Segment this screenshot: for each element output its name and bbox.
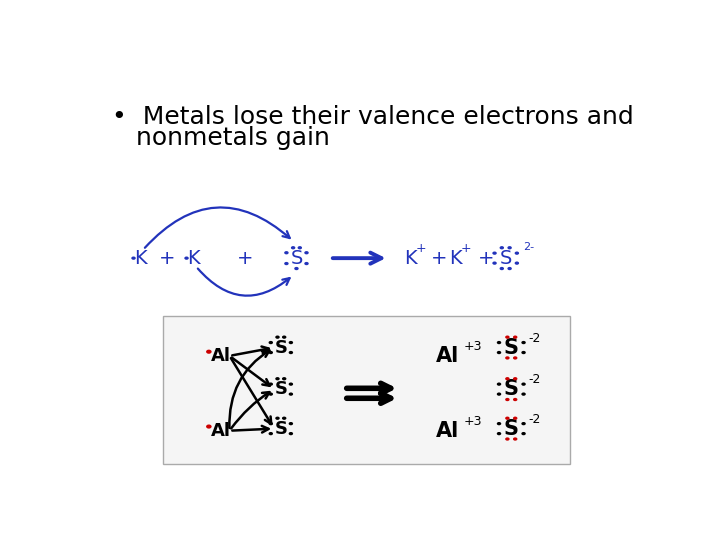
Circle shape <box>497 422 501 426</box>
Circle shape <box>275 335 280 339</box>
Text: +: + <box>415 242 426 255</box>
Circle shape <box>521 351 526 354</box>
FancyArrowPatch shape <box>198 268 289 296</box>
Circle shape <box>305 262 309 265</box>
Circle shape <box>513 335 518 339</box>
Text: +: + <box>431 248 447 268</box>
Circle shape <box>284 251 289 254</box>
Text: K: K <box>449 248 462 268</box>
Circle shape <box>513 398 518 401</box>
Circle shape <box>294 267 299 270</box>
Text: •  Metals lose their valence electrons and: • Metals lose their valence electrons an… <box>112 105 634 129</box>
Circle shape <box>497 341 501 344</box>
Circle shape <box>282 335 287 339</box>
Text: S: S <box>274 420 287 437</box>
Text: S: S <box>500 248 512 268</box>
Circle shape <box>297 246 302 249</box>
Circle shape <box>289 422 293 426</box>
Circle shape <box>515 261 519 265</box>
Circle shape <box>289 341 293 344</box>
Text: -2: -2 <box>528 413 541 426</box>
Circle shape <box>291 246 295 249</box>
Circle shape <box>508 246 512 249</box>
Text: K: K <box>134 248 147 268</box>
Circle shape <box>505 377 510 380</box>
Circle shape <box>505 398 510 401</box>
Text: -2: -2 <box>528 374 541 387</box>
Text: +: + <box>460 242 471 255</box>
Text: +3: +3 <box>464 340 482 353</box>
Text: Al: Al <box>436 421 459 441</box>
Circle shape <box>521 432 526 435</box>
Circle shape <box>497 393 501 396</box>
Circle shape <box>269 432 273 435</box>
Text: K: K <box>187 248 199 268</box>
Circle shape <box>505 356 510 360</box>
Text: -2: -2 <box>528 332 541 345</box>
Circle shape <box>131 256 136 260</box>
Circle shape <box>497 432 501 435</box>
Circle shape <box>492 252 497 255</box>
Circle shape <box>513 356 518 360</box>
Circle shape <box>505 416 510 420</box>
Text: K: K <box>405 248 417 268</box>
Circle shape <box>206 349 212 354</box>
Circle shape <box>513 437 518 441</box>
Circle shape <box>269 382 273 386</box>
Text: +: + <box>158 248 175 268</box>
Circle shape <box>500 246 504 249</box>
Text: S: S <box>504 418 519 438</box>
Circle shape <box>289 432 293 435</box>
Text: nonmetals gain: nonmetals gain <box>112 126 330 150</box>
Circle shape <box>206 424 212 429</box>
Circle shape <box>508 267 512 270</box>
Circle shape <box>184 256 189 260</box>
Circle shape <box>505 437 510 441</box>
FancyArrowPatch shape <box>145 207 289 248</box>
Text: +3: +3 <box>464 415 482 428</box>
Circle shape <box>505 335 510 339</box>
Text: S: S <box>504 379 519 399</box>
Circle shape <box>269 341 273 344</box>
Circle shape <box>521 382 526 386</box>
Circle shape <box>513 416 518 420</box>
Text: Al: Al <box>436 346 459 366</box>
Circle shape <box>513 377 518 380</box>
Text: 2-: 2- <box>523 241 535 252</box>
Circle shape <box>282 377 287 380</box>
Circle shape <box>289 382 293 386</box>
Text: +: + <box>237 248 253 268</box>
Circle shape <box>305 251 309 254</box>
Text: S: S <box>504 338 519 357</box>
Circle shape <box>497 351 501 354</box>
Circle shape <box>269 351 273 354</box>
Bar <box>163 316 570 464</box>
Circle shape <box>492 261 497 265</box>
Text: S: S <box>290 248 302 268</box>
Circle shape <box>289 393 293 396</box>
Text: Al: Al <box>211 347 231 365</box>
Text: +: + <box>478 248 495 268</box>
Text: S: S <box>274 339 287 356</box>
Circle shape <box>282 416 287 420</box>
Circle shape <box>521 341 526 344</box>
Circle shape <box>521 393 526 396</box>
Circle shape <box>275 416 280 420</box>
Text: S: S <box>274 380 287 398</box>
Text: Al: Al <box>211 422 231 440</box>
Circle shape <box>500 267 504 270</box>
Circle shape <box>497 382 501 386</box>
Circle shape <box>275 377 280 380</box>
Circle shape <box>269 422 273 426</box>
Circle shape <box>284 262 289 265</box>
Circle shape <box>289 351 293 354</box>
Circle shape <box>521 422 526 426</box>
Circle shape <box>515 252 519 255</box>
Circle shape <box>269 393 273 396</box>
